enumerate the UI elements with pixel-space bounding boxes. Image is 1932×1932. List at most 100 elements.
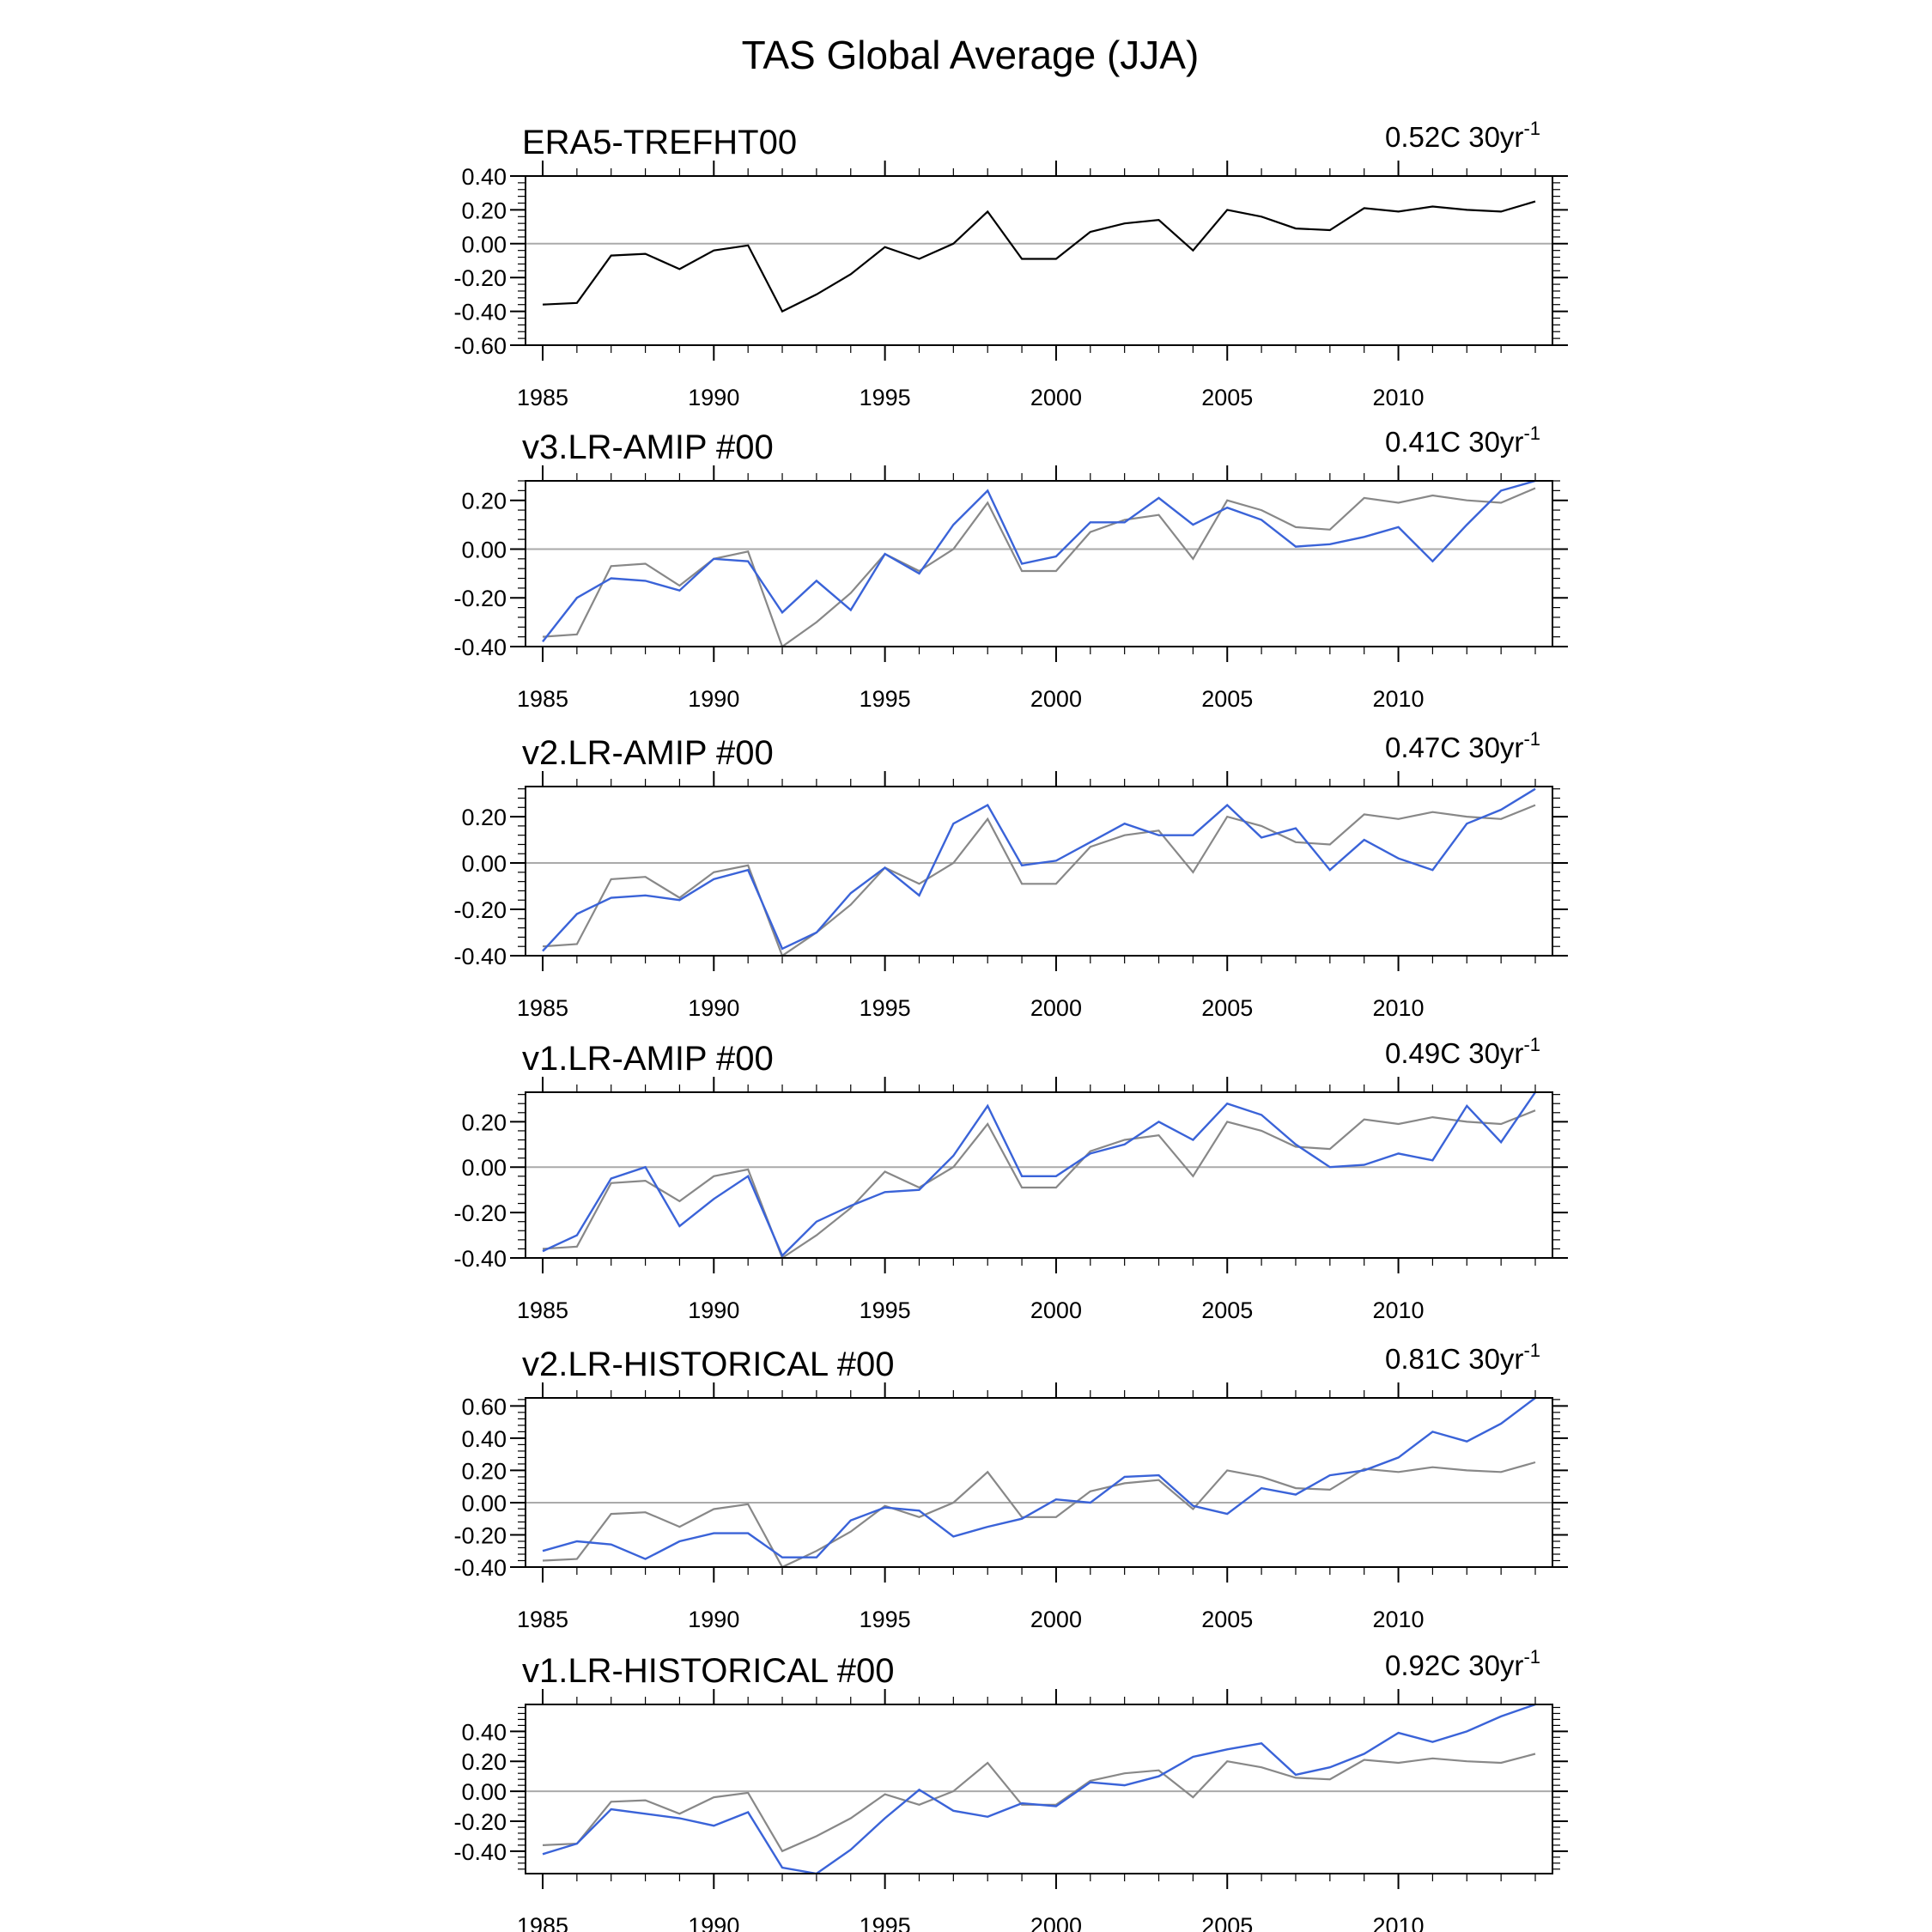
x-tick-label: 1990	[688, 385, 739, 410]
trend-value: 0.81C 30yr	[1385, 1343, 1523, 1375]
trend-value: 0.52C 30yr	[1385, 121, 1523, 153]
plot-frame	[525, 175, 1553, 346]
y-tick-label: 0.00	[461, 232, 507, 258]
y-tick-label: 0.20	[461, 805, 507, 830]
x-tick-label: 1985	[517, 995, 568, 1021]
x-tick-label: 1985	[517, 1913, 568, 1932]
panel-title: ERA5-TREFHT00	[522, 124, 797, 161]
x-tick-label: 1995	[860, 1297, 911, 1323]
x-tick-label: 1990	[688, 686, 739, 712]
x-tick-label: 2000	[1030, 686, 1082, 712]
trend-label: 0.41C 30yr-1	[1385, 422, 1540, 458]
series-line-reference	[542, 487, 1536, 648]
series-line-reference	[542, 1461, 1536, 1569]
trend-label: 0.92C 30yr-1	[1385, 1646, 1540, 1681]
panel-4: v2.LR-HISTORICAL #00 0.81C 30yr-1 0.60 0.40…	[453, 1340, 1568, 1632]
y-tick-label: -0.40	[453, 635, 507, 660]
series-line-model	[542, 1703, 1536, 1875]
series-line-model	[542, 479, 1536, 643]
x-tick-label: 1990	[688, 1607, 739, 1632]
panel-0: ERA5-TREFHT00 0.52C 30yr-1 0.40 0.20 0.00 -0.…	[453, 118, 1568, 410]
x-tick-label: 1995	[860, 1607, 911, 1632]
figure-title: TAS Global Average (JJA)	[742, 33, 1200, 77]
y-tick-label: 0.20	[461, 197, 507, 223]
trend-label: 0.49C 30yr-1	[1385, 1034, 1540, 1069]
trend-value: 0.49C 30yr	[1385, 1037, 1523, 1069]
x-tick-label: 1990	[688, 1297, 739, 1323]
x-tick-label: 1995	[860, 385, 911, 410]
y-tick-label: -0.20	[453, 586, 507, 611]
y-tick-label: 0.00	[461, 1155, 507, 1181]
x-tick-label: 1990	[688, 995, 739, 1021]
x-tick-label: 2010	[1373, 995, 1425, 1021]
y-tick-label: 0.20	[461, 1109, 507, 1135]
x-tick-label: 2005	[1201, 686, 1253, 712]
trend-exponent: -1	[1523, 118, 1540, 139]
x-tick-label: 2000	[1030, 385, 1082, 410]
trend-exponent: -1	[1523, 728, 1540, 750]
x-tick-label: 1985	[517, 1607, 568, 1632]
panel-3: v1.LR-AMIP #00 0.49C 30yr-1 0.20 0.00 -0.20 -…	[453, 1034, 1568, 1323]
trend-label: 0.47C 30yr-1	[1385, 728, 1540, 763]
y-tick-label: -0.40	[453, 1839, 507, 1865]
y-tick-label: 0.20	[461, 1749, 507, 1775]
x-tick-label: 2005	[1201, 1607, 1253, 1632]
y-tick-label: 0.20	[461, 489, 507, 514]
trend-label: 0.81C 30yr-1	[1385, 1340, 1540, 1375]
x-tick-label: 2010	[1373, 385, 1425, 410]
trend-label: 0.52C 30yr-1	[1385, 118, 1540, 153]
trend-exponent: -1	[1523, 422, 1540, 444]
x-tick-label: 2010	[1373, 1297, 1425, 1323]
y-tick-label: -0.40	[453, 300, 507, 325]
x-tick-label: 2000	[1030, 995, 1082, 1021]
x-tick-label: 1990	[688, 1913, 739, 1932]
trend-value: 0.41C 30yr	[1385, 426, 1523, 458]
x-tick-label: 1985	[517, 1297, 568, 1323]
y-tick-label: 0.40	[461, 1426, 507, 1452]
panel-1: v3.LR-AMIP #00 0.41C 30yr-1 0.20 0.00 -0.20 -…	[453, 422, 1568, 712]
panel-title: v2.LR-HISTORICAL #00	[522, 1346, 895, 1383]
trend-exponent: -1	[1523, 1646, 1540, 1668]
series-line-model	[542, 1091, 1536, 1258]
series-line-model	[542, 1397, 1536, 1560]
y-tick-label: 0.00	[461, 1491, 507, 1516]
y-tick-label: -0.20	[453, 1200, 507, 1226]
trend-exponent: -1	[1523, 1340, 1540, 1361]
x-tick-label: 2000	[1030, 1607, 1082, 1632]
series-line-reference	[542, 1753, 1536, 1853]
plot-frame	[525, 1397, 1553, 1568]
y-tick-label: -0.40	[453, 1246, 507, 1272]
x-tick-label: 2000	[1030, 1297, 1082, 1323]
trend-value: 0.92C 30yr	[1385, 1649, 1523, 1681]
x-tick-label: 2010	[1373, 1607, 1425, 1632]
x-tick-label: 1995	[860, 995, 911, 1021]
series-line-reference	[542, 1109, 1536, 1260]
y-tick-label: -0.20	[453, 897, 507, 923]
x-tick-label: 2010	[1373, 1913, 1425, 1932]
y-tick-label: -0.40	[453, 944, 507, 969]
panel-title: v1.LR-AMIP #00	[522, 1040, 774, 1078]
y-tick-label: 0.40	[461, 164, 507, 190]
x-tick-label: 2010	[1373, 686, 1425, 712]
panels: ERA5-TREFHT00 0.52C 30yr-10.400.200.00-0.…	[453, 118, 1568, 1932]
x-tick-label: 2005	[1201, 1913, 1253, 1932]
trend-exponent: -1	[1523, 1034, 1540, 1055]
y-tick-label: 0.60	[461, 1394, 507, 1419]
y-tick-label: 0.40	[461, 1719, 507, 1745]
y-tick-label: 0.00	[461, 537, 507, 562]
x-tick-label: 2005	[1201, 385, 1253, 410]
y-tick-label: 0.20	[461, 1458, 507, 1484]
panel-5: v1.LR-HISTORICAL #00 0.92C 30yr-1 0.40 0.20…	[453, 1646, 1568, 1932]
x-tick-label: 1985	[517, 385, 568, 410]
series-line-ref_only	[542, 200, 1536, 313]
y-tick-label: -0.60	[453, 333, 507, 359]
x-tick-label: 2005	[1201, 995, 1253, 1021]
x-tick-label: 1995	[860, 686, 911, 712]
y-tick-label: 0.00	[461, 851, 507, 877]
panel-title: v2.LR-AMIP #00	[522, 734, 774, 772]
panel-2: v2.LR-AMIP #00 0.47C 30yr-1 0.20 0.00 -0.20 -…	[453, 728, 1568, 1021]
series-line-model	[542, 787, 1536, 952]
y-tick-label: -0.20	[453, 1522, 507, 1548]
y-tick-label: -0.20	[453, 265, 507, 291]
